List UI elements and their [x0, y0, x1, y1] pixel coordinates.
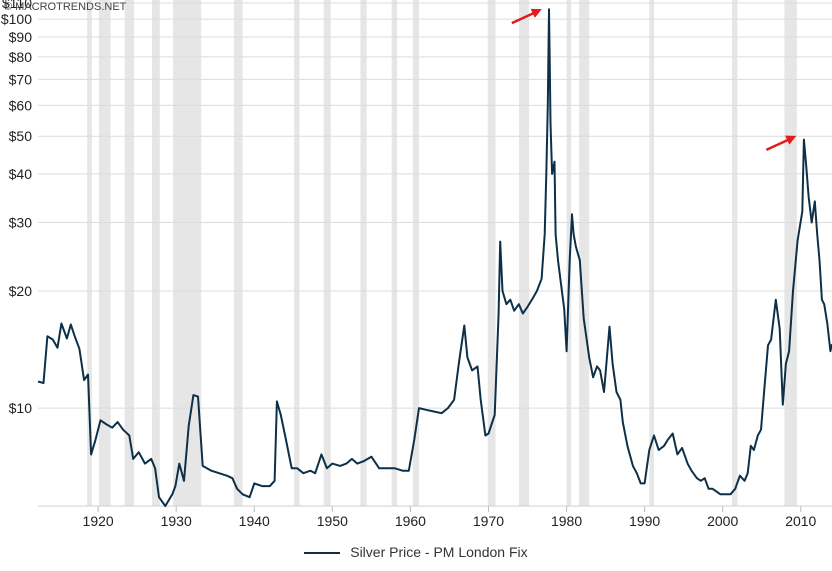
y-tick-label: $60	[9, 97, 33, 113]
recession-band	[360, 0, 367, 506]
recession-band	[566, 0, 572, 506]
annotation-arrow	[765, 135, 797, 152]
x-tick-label: 1920	[83, 513, 114, 529]
recession-band	[124, 0, 135, 506]
x-tick-label: 1960	[395, 513, 426, 529]
recession-band	[579, 0, 590, 506]
recession-band	[732, 0, 738, 506]
recession-bands	[87, 0, 797, 506]
recession-band	[98, 0, 111, 506]
y-tick-label: $40	[9, 166, 33, 182]
arrow-shaft	[765, 137, 791, 152]
x-tick-label: 2000	[707, 513, 738, 529]
watermark-text: © MACROTRENDS.NET	[4, 1, 127, 13]
recession-band	[233, 0, 243, 506]
y-tick-label: $110	[2, 0, 32, 11]
x-tick-label: 1930	[161, 513, 192, 529]
y-tick-label: $10	[9, 400, 33, 416]
recession-band	[412, 0, 419, 506]
x-tick-label: 1990	[629, 513, 660, 529]
y-tick-label: $80	[9, 49, 33, 65]
y-tick-label: $50	[9, 128, 33, 144]
recession-band	[487, 0, 496, 506]
y-tick-label: $30	[9, 215, 33, 231]
y-axis-ticks: $10 $20 $30 $40 $50 $60 $70 $80 $90 $100$110	[1, 0, 32, 416]
recession-band	[518, 0, 530, 506]
recession-band	[173, 0, 202, 506]
x-tick-label: 1940	[239, 513, 270, 529]
recession-band	[649, 0, 654, 506]
recession-band	[294, 0, 300, 506]
arrow-head	[785, 135, 797, 145]
legend[interactable]: Silver Price - PM London Fix	[0, 544, 832, 560]
arrow-shaft	[511, 11, 537, 25]
annotations	[511, 8, 797, 152]
annotation-arrow	[511, 8, 542, 25]
series-line-silver-price[interactable]	[37, 8, 832, 507]
recession-band	[784, 0, 797, 506]
x-tick-label: 1980	[551, 513, 582, 529]
x-tick-label: 1970	[473, 513, 504, 529]
y-tick-label: $70	[9, 71, 33, 87]
arrow-head	[530, 8, 542, 18]
legend-label: Silver Price - PM London Fix	[350, 544, 528, 560]
recession-band	[151, 0, 160, 506]
y-tick-label: $100	[1, 11, 32, 27]
y-tick-label: $20	[9, 283, 33, 299]
x-tick-label: 1950	[317, 513, 348, 529]
gridlines	[38, 2, 832, 409]
legend-swatch	[304, 552, 341, 555]
recession-band	[87, 0, 92, 506]
y-tick-label: $90	[9, 29, 33, 45]
recession-band	[323, 0, 331, 506]
x-tick-label: 2010	[785, 513, 816, 529]
recession-band	[391, 0, 398, 506]
x-axis-ticks: 1920 1930 1940 1950 1960 1970 1980 1990 2000 2010	[83, 506, 817, 529]
